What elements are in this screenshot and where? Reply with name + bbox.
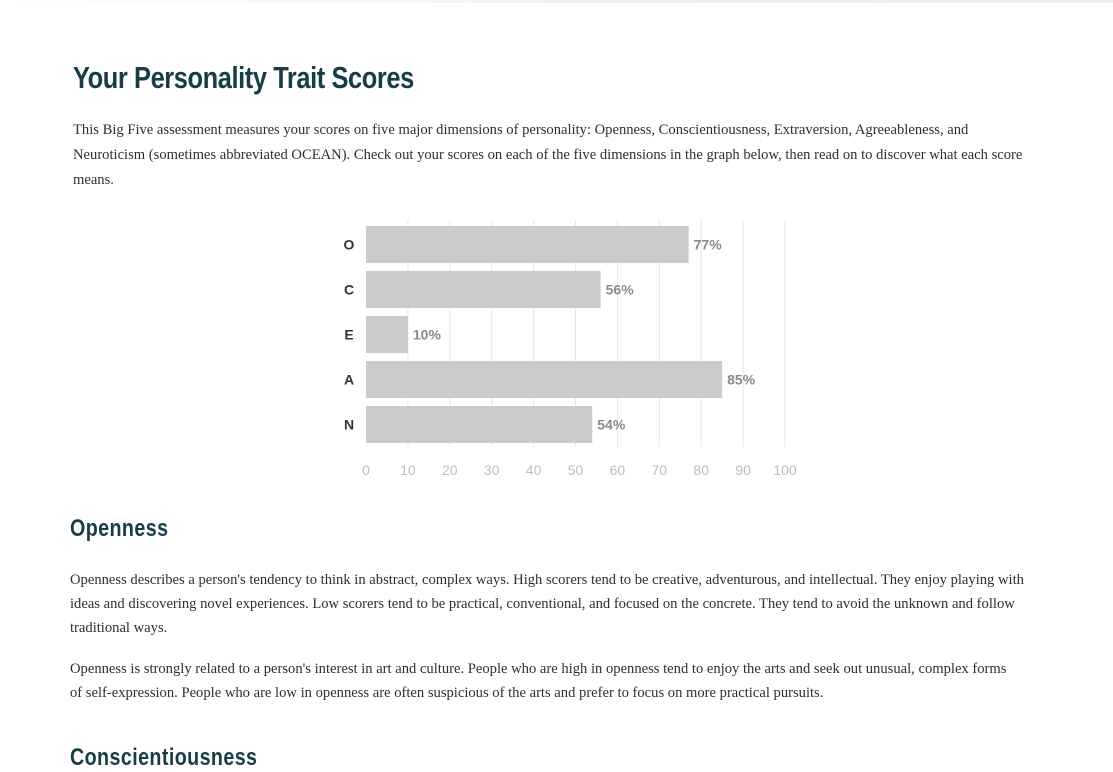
value-label-C: 56% xyxy=(606,282,635,298)
bar-C xyxy=(366,271,601,308)
conscientiousness-heading: Conscientiousness xyxy=(70,744,258,771)
x-tick-label-80: 80 xyxy=(693,462,709,478)
x-tick-label-10: 10 xyxy=(400,462,416,478)
openness-heading: Openness xyxy=(70,515,169,542)
x-tick-label-20: 20 xyxy=(442,462,458,478)
openness-paragraph-2: Openness is strongly related to a person… xyxy=(70,661,1007,701)
x-tick-label-60: 60 xyxy=(610,462,626,478)
bar-A xyxy=(366,361,723,398)
x-tick-label-40: 40 xyxy=(526,462,542,478)
category-label-N: N xyxy=(344,417,354,433)
bar-O xyxy=(366,226,689,263)
value-label-A: 85% xyxy=(727,372,756,388)
x-tick-label-90: 90 xyxy=(735,462,751,478)
category-label-O: O xyxy=(344,237,355,253)
value-label-E: 10% xyxy=(413,327,442,343)
x-tick-label-100: 100 xyxy=(773,462,797,478)
category-label-E: E xyxy=(344,327,353,343)
page-title: Your Personality Trait Scores xyxy=(73,60,414,95)
x-tick-label-0: 0 xyxy=(362,462,370,478)
category-label-A: A xyxy=(344,372,354,388)
value-label-O: 77% xyxy=(694,237,723,253)
x-tick-label-50: 50 xyxy=(568,462,584,478)
intro-paragraph: This Big Five assessment measures your s… xyxy=(73,122,1023,188)
top-border xyxy=(0,0,1113,3)
x-tick-label-70: 70 xyxy=(652,462,668,478)
bar-E xyxy=(366,316,408,353)
trait-score-chart: O 77% C 56% E 10% A 85% N 54% 0 10 20 30 40 50 60 70 80 90 1… xyxy=(344,220,797,478)
x-tick-label-30: 30 xyxy=(484,462,500,478)
bar-N xyxy=(366,406,593,443)
value-label-N: 54% xyxy=(597,417,626,433)
openness-paragraph-1: Openness describes a person's tendency t… xyxy=(70,572,1024,636)
category-label-C: C xyxy=(344,282,354,298)
